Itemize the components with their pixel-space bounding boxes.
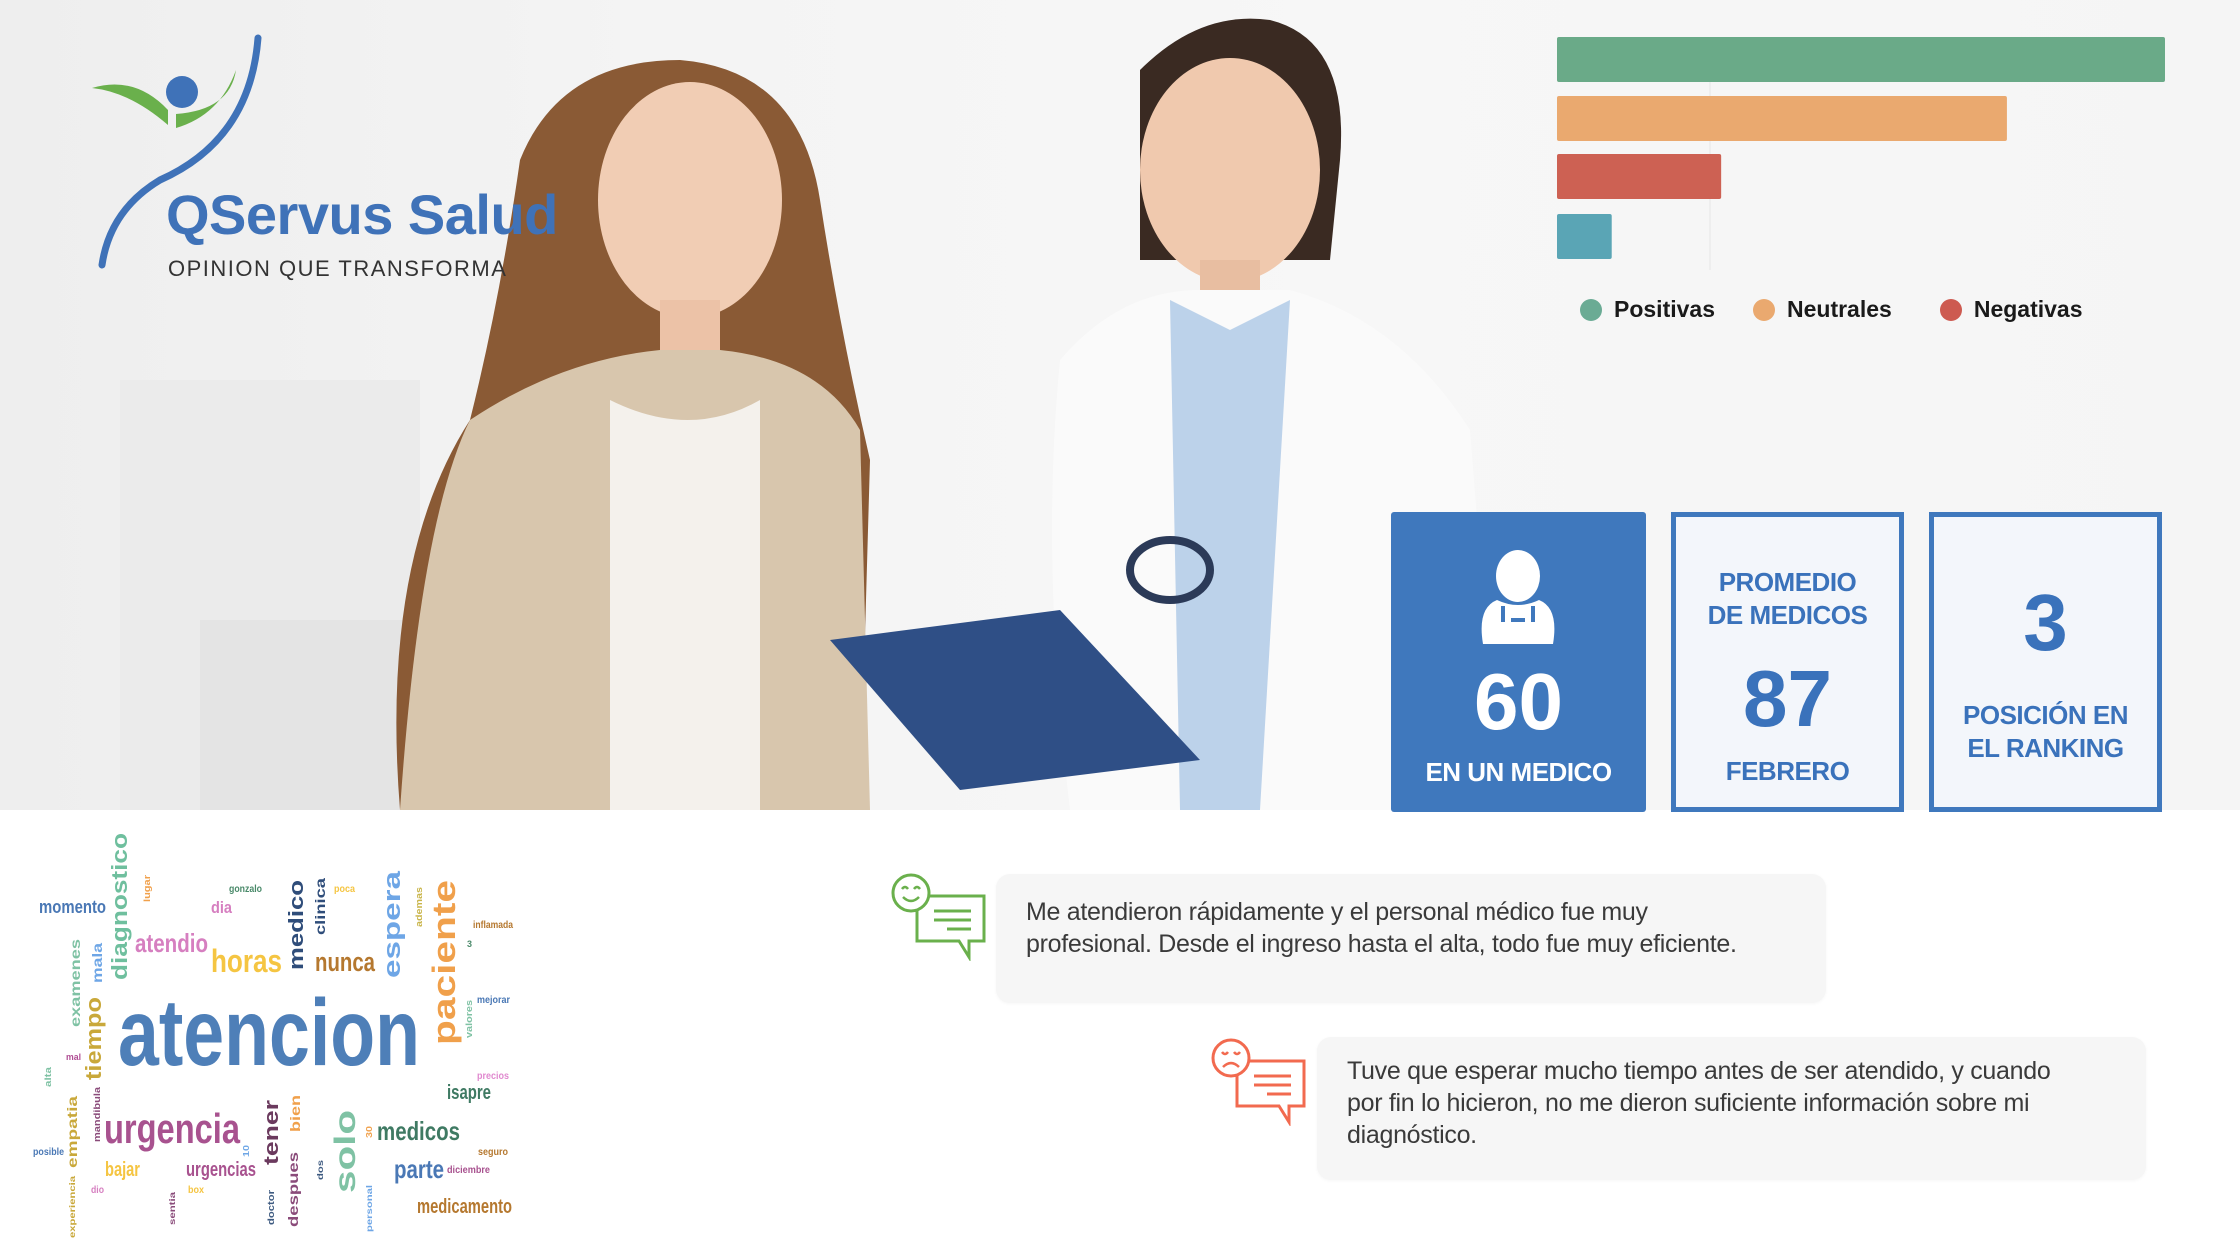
word-cloud-word: mala — [89, 943, 105, 983]
word-cloud-word: nunca — [315, 947, 376, 977]
word-cloud-word: diagnostico — [107, 833, 132, 980]
comment-positive: Me atendieron rápidamente y el personal … — [996, 874, 1826, 1003]
stat-title: PROMEDIO — [1718, 567, 1857, 597]
word-cloud-word: medicos — [377, 1116, 460, 1146]
brand-logo: QServus Salud OPINION QUE TRANSFORMA — [80, 30, 560, 290]
word-cloud-word: box — [188, 1185, 204, 1196]
hero-photo-patient-and-doctor — [120, 18, 1342, 810]
word-cloud-word: dia — [211, 898, 232, 917]
legend-item-negativas: Negativas — [1939, 296, 2083, 323]
word-cloud-word: experiencia — [68, 1175, 77, 1238]
chart-bar-2 — [1557, 154, 1722, 199]
legend-label: Positivas — [1614, 296, 1715, 322]
brand-name: QServus Salud — [166, 183, 558, 246]
word-cloud-word: poca — [334, 884, 355, 895]
word-cloud-word: precios — [477, 1071, 509, 1082]
word-cloud-word: isapre — [447, 1082, 491, 1104]
stat-value: 3 — [2023, 578, 2068, 667]
comment-line: por fin lo hicieron, no me dieron sufici… — [1347, 1089, 2030, 1117]
stat-value: 87 — [1743, 654, 1832, 743]
word-cloud-word: personal — [365, 1185, 374, 1232]
comment-line: profesional. Desde el ingreso hasta el a… — [1026, 930, 1737, 958]
chart-bar-1 — [1557, 96, 2007, 141]
word-cloud-word: dio — [91, 1185, 104, 1196]
logo-figure-icon — [92, 34, 262, 269]
doctor-icon — [1481, 550, 1555, 644]
word-cloud-word: doctor — [266, 1189, 276, 1225]
legend-item-neutrales: Neutrales — [1753, 296, 1892, 323]
legend-dot-icon — [1580, 298, 1602, 321]
sentiment-bar-chart — [1557, 37, 2165, 270]
legend-label: Neutrales — [1787, 296, 1892, 322]
word-cloud-word: bajar — [105, 1159, 140, 1181]
stat-title: DE MEDICOS — [1707, 600, 1868, 630]
word-cloud-word: gonzalo — [229, 884, 262, 895]
brand-tagline: OPINION QUE TRANSFORMA — [168, 256, 508, 281]
word-cloud-word: parte — [394, 1154, 444, 1184]
word-cloud-word: urgencia — [104, 1105, 240, 1152]
legend-label: Negativas — [1973, 296, 2083, 322]
hero-banner: QServus Salud OPINION QUE TRANSFORMA Pos… — [0, 0, 2240, 810]
word-cloud-word: urgencias — [186, 1159, 256, 1181]
word-cloud-word: paciente — [426, 880, 462, 1045]
word-cloud-word: horas — [211, 943, 282, 979]
legend-dot-icon — [1939, 298, 1962, 321]
word-cloud-word: examenes — [67, 939, 83, 1027]
word-cloud-word: atendio — [135, 928, 208, 958]
stat-card-ranking: 3 POSICIÓN EN EL RANKING — [1929, 512, 2162, 812]
word-cloud-word: inflamada — [473, 920, 513, 931]
word-cloud-word: 30 — [365, 1125, 374, 1138]
word-cloud-word: clinica — [312, 878, 328, 935]
word-cloud-word: espera — [379, 870, 406, 978]
chart-bar-0 — [1557, 37, 2165, 82]
word-cloud-word: tiempo — [81, 997, 106, 1080]
word-cloud-word: medico — [286, 880, 308, 970]
stat-label: EN UN MEDICO — [1425, 757, 1612, 787]
comment-line: diagnóstico. — [1347, 1121, 1477, 1149]
word-cloud-word: atencion — [118, 980, 420, 1086]
word-cloud-word: bien — [287, 1095, 303, 1132]
stat-value: 60 — [1474, 657, 1563, 746]
happy-comment-icon — [891, 873, 986, 961]
word-cloud-word: sentia — [168, 1191, 177, 1225]
stat-card-doctor-score: 60 EN UN MEDICO — [1391, 512, 1646, 812]
chart-bar-3 — [1557, 214, 1612, 259]
word-cloud-word: tener — [261, 1100, 283, 1165]
stat-label: EL RANKING — [1967, 733, 2124, 763]
word-cloud-word: ademas — [414, 887, 424, 927]
comment-line: Tuve que esperar mucho tiempo antes de s… — [1347, 1057, 2051, 1085]
word-cloud-word: mandibula — [92, 1086, 102, 1142]
word-cloud-word: lugar — [142, 874, 152, 902]
legend-dot-icon — [1753, 298, 1775, 321]
stat-card-average: PROMEDIO DE MEDICOS 87 FEBRERO — [1671, 512, 1904, 812]
word-cloud-word: alta — [43, 1066, 53, 1087]
comment-line: Me atendieron rápidamente y el personal … — [1026, 898, 1648, 926]
chart-legend: Positivas Neutrales Negativas — [1580, 296, 2121, 323]
word-cloud-word: 10 — [242, 1144, 251, 1157]
word-cloud-word: mejorar — [477, 995, 510, 1006]
stat-label: FEBRERO — [1725, 756, 1850, 786]
word-cloud-word: despues — [285, 1152, 301, 1227]
word-cloud-word: 3 — [467, 939, 472, 949]
word-cloud-word: seguro — [478, 1147, 508, 1158]
word-cloud-word: solo — [329, 1110, 362, 1193]
stat-label: POSICIÓN EN — [1963, 700, 2128, 730]
word-cloud-word: medicamento — [417, 1196, 512, 1218]
comment-negative: Tuve que esperar mucho tiempo antes de s… — [1317, 1037, 2146, 1180]
word-cloud-word: valores — [464, 1000, 474, 1038]
word-cloud-word: posible — [33, 1147, 64, 1158]
sad-comment-icon — [1211, 1038, 1306, 1126]
word-cloud-word: mal — [66, 1052, 81, 1062]
legend-item-positivas: Positivas — [1580, 296, 1715, 323]
word-cloud-word: diciembre — [447, 1165, 490, 1176]
word-cloud-word: dos — [316, 1159, 325, 1180]
word-cloud-word: momento — [39, 897, 106, 917]
word-cloud-word: empatia — [64, 1096, 80, 1168]
